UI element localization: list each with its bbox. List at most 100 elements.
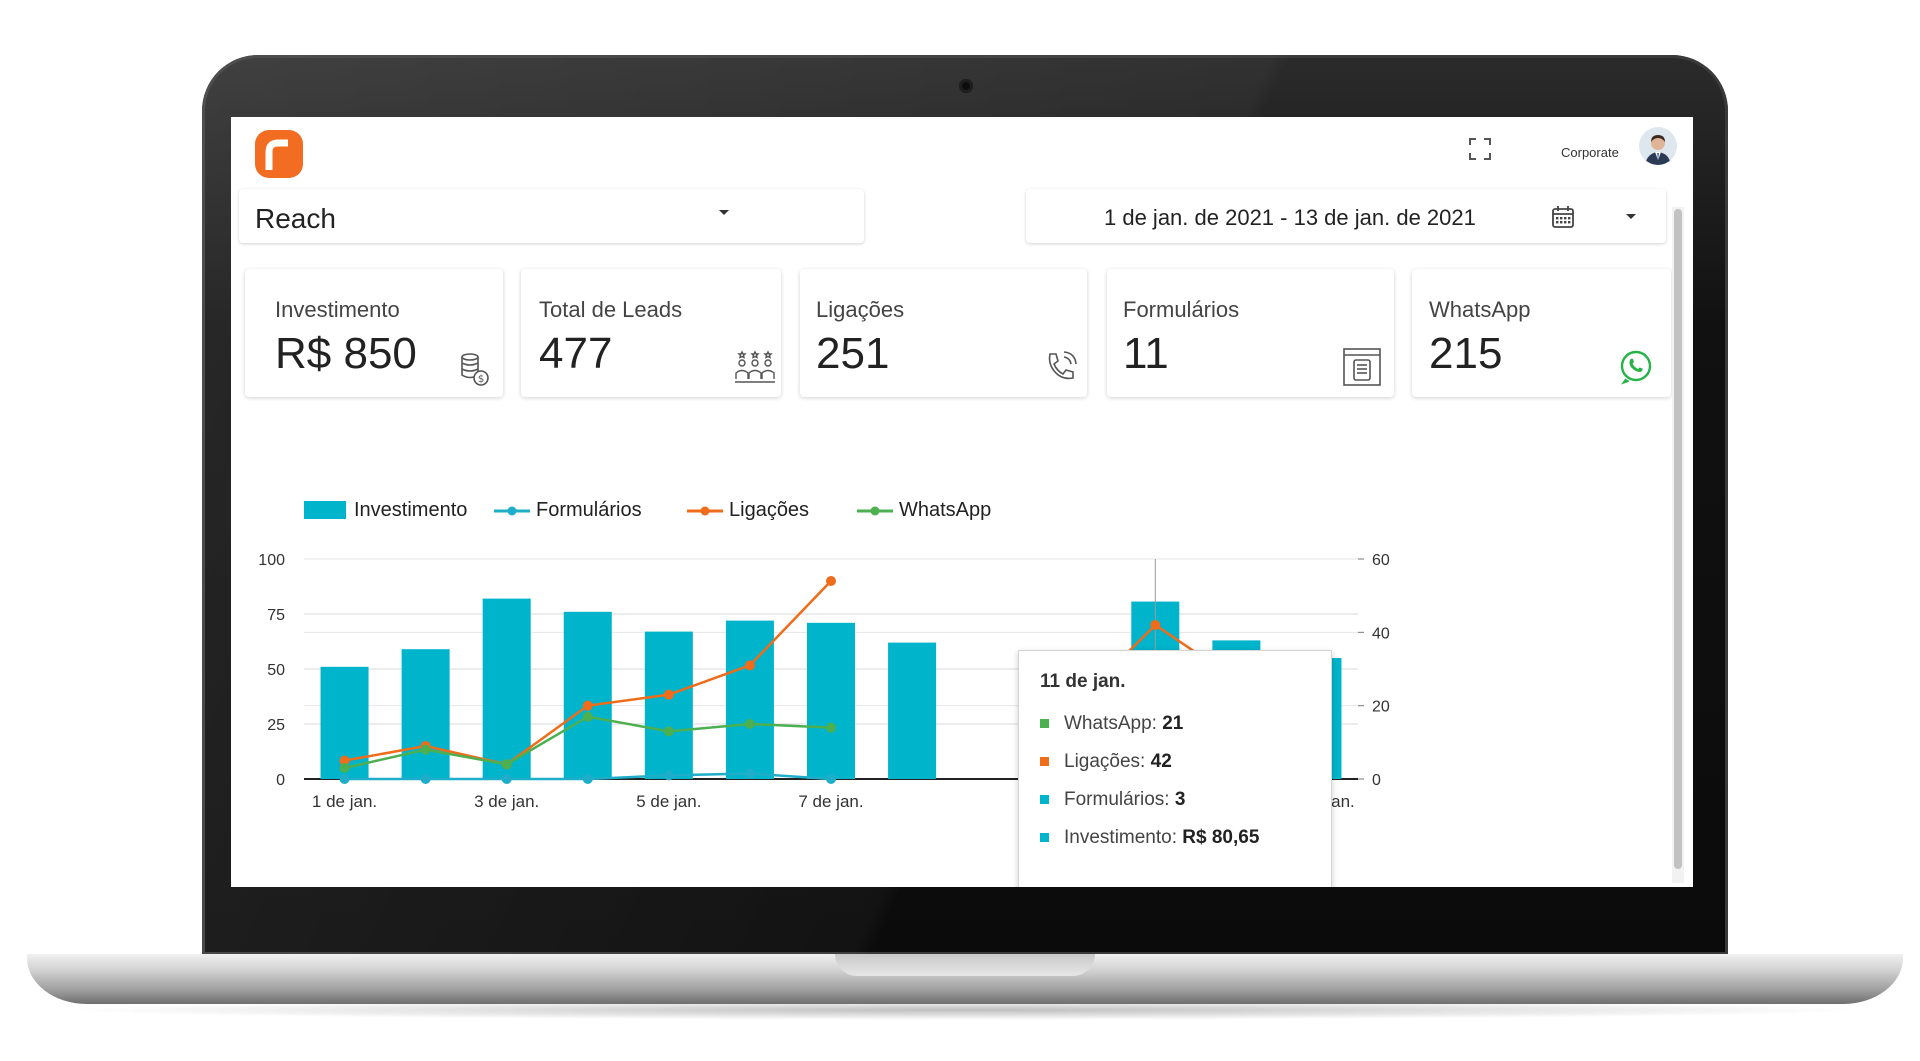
brand-logo-icon[interactable]	[255, 130, 303, 178]
chevron-down-icon	[719, 210, 729, 215]
calendar-icon[interactable]	[1550, 204, 1576, 230]
svg-text:$: $	[478, 374, 484, 385]
point-whatsapp	[420, 744, 431, 755]
kpi-card-investimento: Investimento R$ 850 $	[245, 269, 503, 397]
legend-investimento[interactable]: Investimento	[304, 499, 467, 522]
bar-investimento	[563, 611, 612, 779]
point-formularios	[339, 774, 350, 784]
scrollbar-thumb[interactable]	[1674, 209, 1682, 869]
user-avatar-icon	[1639, 127, 1677, 165]
point-whatsapp	[339, 763, 350, 773]
laptop-shadow	[60, 1000, 1870, 1020]
tooltip-row-formularios: Formulários: 3	[1040, 789, 1185, 811]
point-formularios	[826, 774, 836, 784]
y-left-tick-label: 25	[267, 717, 285, 734]
bar-investimento	[401, 649, 450, 779]
kpi-label: Investimento	[275, 297, 400, 322]
tooltip-row-label: Investimento:	[1064, 827, 1177, 848]
bar-investimento	[807, 622, 855, 779]
date-range-value: 1 de jan. de 2021 - 13 de jan. de 2021	[1104, 205, 1476, 230]
bar-investimento	[725, 620, 774, 779]
kpi-card-leads: Total de Leads 477	[521, 269, 781, 397]
kpi-card-ligacoes: Ligações 251	[800, 269, 1087, 397]
tooltip-row-label: Formulários:	[1064, 789, 1170, 810]
legend-label: Formulários	[536, 499, 642, 521]
tooltip-row-label: WhatsApp:	[1064, 713, 1157, 734]
point-ligacoes	[826, 576, 836, 586]
y-left-tick-label: 75	[267, 607, 285, 624]
avatar[interactable]	[1639, 127, 1677, 165]
legend-whatsapp[interactable]: WhatsApp	[857, 499, 991, 522]
kpi-value: 477	[539, 329, 613, 378]
point-whatsapp	[826, 722, 836, 733]
legend-label: Ligações	[729, 499, 810, 521]
kpi-value: 215	[1429, 329, 1503, 378]
point-whatsapp	[663, 726, 674, 737]
tooltip-row-investimento: Investimento: R$ 80,65	[1040, 827, 1259, 849]
tooltip-swatch	[1040, 757, 1049, 767]
legend-line-marker	[857, 506, 893, 516]
coins-dollar-icon: $	[461, 353, 489, 386]
x-tick-label: 1 de jan.	[312, 792, 377, 811]
point-whatsapp	[501, 759, 512, 770]
point-whatsapp	[582, 711, 593, 722]
kpi-label: WhatsApp	[1429, 297, 1531, 322]
user-name[interactable]: Corporate	[1561, 145, 1619, 160]
kpi-card-formularios: Formulários 11	[1107, 269, 1394, 397]
legend-label: Investimento	[354, 499, 468, 521]
people-group-icon	[735, 350, 775, 383]
tooltip-swatch	[1040, 833, 1049, 843]
whatsapp-icon	[1620, 350, 1652, 385]
y-left-tick-label: 50	[267, 662, 285, 679]
y-right-tick-label: 0	[1372, 772, 1381, 789]
kpi-label: Total de Leads	[539, 297, 683, 322]
point-formularios	[501, 774, 512, 784]
chevron-down-icon	[1626, 214, 1636, 219]
date-range-select[interactable]: 1 de jan. de 2021 - 13 de jan. de 2021	[1026, 189, 1666, 243]
kpi-label: Ligações	[816, 297, 905, 322]
kpi-value: R$ 850	[275, 329, 417, 378]
chart-tooltip: 11 de jan. WhatsApp: 21 Ligações: 42 For…	[1018, 650, 1332, 887]
x-tick-label: 3 de jan.	[474, 792, 539, 811]
tooltip-row-value: R$ 80,65	[1182, 827, 1260, 848]
fullscreen-icon[interactable]	[1467, 136, 1493, 162]
point-formularios	[582, 774, 593, 784]
kpi-value: 251	[816, 329, 890, 378]
point-ligacoes	[1150, 620, 1161, 630]
y-right-tick-label: 40	[1372, 625, 1390, 642]
y-left-tick-label: 0	[276, 772, 285, 789]
legend-swatch	[304, 501, 346, 519]
bar-investimento	[888, 642, 937, 779]
x-tick-label: 5 de jan.	[636, 792, 701, 811]
y-right-tick-label: 60	[1372, 552, 1390, 569]
legend-formularios[interactable]: Formulários	[494, 499, 642, 522]
bar-investimento	[482, 598, 531, 779]
tooltip-swatch	[1040, 719, 1049, 729]
point-ligacoes	[582, 700, 593, 711]
point-whatsapp	[744, 719, 755, 729]
point-formularios	[663, 770, 674, 781]
y-left-tick-label: 100	[258, 552, 285, 569]
tooltip-row-value: 21	[1162, 713, 1184, 734]
laptop-notch	[835, 954, 1095, 976]
legend-ligacoes[interactable]: Ligações	[687, 499, 809, 522]
account-select[interactable]: Reach	[239, 189, 864, 243]
point-formularios	[744, 768, 755, 779]
tooltip-row-ligacoes: Ligações: 42	[1040, 751, 1172, 773]
tooltip-row-label: Ligações:	[1064, 751, 1146, 772]
phone-call-icon	[1048, 351, 1077, 380]
combo-chart[interactable]: 0 25 50 75 100 0 20 40 60 1 de jan. 3 de jan. 5 de …	[231, 117, 1693, 887]
tooltip-row-value: 42	[1150, 751, 1172, 772]
legend-line-marker	[687, 506, 723, 516]
app-screen: Corporate Reach 1 de jan. de 2021 - 13 d…	[231, 117, 1693, 887]
bar-investimento	[644, 631, 693, 779]
tooltip-title: 11 de jan.	[1040, 671, 1126, 692]
kpi-value: 11	[1123, 329, 1169, 378]
tooltip-swatch	[1040, 795, 1049, 805]
x-tick-label: 7 de jan.	[798, 792, 863, 811]
legend-label: WhatsApp	[899, 499, 992, 521]
kpi-card-whatsapp: WhatsApp 215	[1412, 269, 1671, 397]
tooltip-row-value: 3	[1174, 789, 1186, 810]
form-icon	[1343, 348, 1381, 386]
point-formularios	[420, 774, 431, 784]
